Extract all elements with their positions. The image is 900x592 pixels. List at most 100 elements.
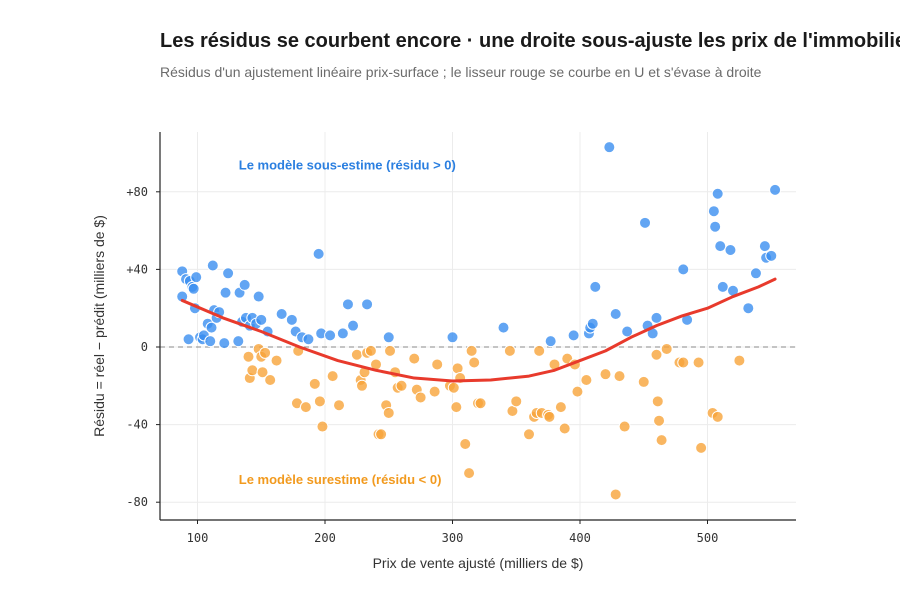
residual-point-positive	[205, 321, 218, 334]
residual-point-positive	[544, 335, 557, 348]
residual-point-positive	[187, 282, 200, 295]
x-tick-label: 500	[697, 531, 719, 545]
residual-point-negative	[580, 373, 593, 386]
residual-point-positive	[609, 308, 622, 321]
residual-point-positive	[650, 311, 663, 324]
x-tick-label: 400	[569, 531, 591, 545]
y-tick-label: 0	[141, 340, 148, 354]
residual-point-positive	[497, 321, 510, 334]
residual-point-negative	[543, 410, 556, 423]
residual-point-positive	[707, 205, 720, 218]
residual-point-positive	[219, 286, 232, 299]
residual-point-negative	[246, 364, 259, 377]
residual-point-positive	[758, 240, 771, 253]
residual-point-positive	[742, 302, 755, 315]
x-tick-label: 300	[442, 531, 464, 545]
x-tick-label: 200	[314, 531, 336, 545]
residual-point-negative	[326, 370, 339, 383]
residual-point-negative	[650, 348, 663, 361]
x-tick-label: 100	[187, 531, 209, 545]
residual-point-negative	[395, 379, 408, 392]
residual-point-negative	[364, 344, 377, 357]
residual-point-negative	[655, 434, 668, 447]
residual-point-positive	[589, 280, 602, 293]
y-tick-label: -80	[126, 495, 148, 509]
y-tick-label: -40	[126, 418, 148, 432]
residual-point-positive	[190, 271, 203, 284]
residual-point-positive	[724, 244, 737, 256]
residual-point-negative	[408, 352, 421, 365]
residual-point-negative	[523, 428, 535, 441]
residual-points	[176, 141, 782, 501]
residual-point-negative	[264, 373, 277, 386]
residual-point-negative	[316, 420, 329, 433]
residual-point-negative	[313, 395, 326, 408]
residual-point-negative	[733, 354, 746, 367]
residual-point-positive	[336, 327, 349, 340]
annotation-overestimate: Le modèle surestime (résidu < 0)	[239, 472, 442, 487]
residual-point-negative	[355, 379, 368, 392]
residual-point-negative	[599, 368, 612, 381]
chart-subtitle: Résidus d'un ajustement linéaire prix-su…	[160, 64, 762, 80]
residual-point-positive	[709, 220, 722, 233]
residual-point-negative	[375, 428, 388, 441]
residual-point-negative	[414, 391, 427, 404]
residual-point-positive	[275, 308, 288, 321]
residual-point-positive	[204, 335, 217, 348]
residual-point-negative	[333, 399, 346, 412]
residual-point-negative	[533, 344, 546, 357]
residual-point-positive	[255, 313, 268, 326]
residual-point-positive	[341, 298, 354, 311]
residual-point-positive	[567, 329, 580, 342]
residual-point-positive	[232, 335, 245, 348]
residual-point-positive	[324, 329, 337, 342]
residual-point-negative	[503, 344, 516, 357]
residual-point-positive	[586, 317, 599, 330]
residual-point-negative	[270, 354, 283, 367]
residual-point-negative	[653, 414, 666, 427]
residual-point-negative	[571, 385, 584, 398]
residual-point-negative	[618, 420, 631, 433]
chart-title: Les résidus se courbent encore · une dro…	[160, 30, 900, 52]
residual-point-positive	[347, 319, 360, 332]
residual-point-negative	[384, 344, 397, 357]
residual-point-positive	[765, 249, 778, 262]
residual-point-positive	[714, 240, 727, 253]
residual-point-negative	[609, 488, 622, 501]
residual-point-negative	[692, 356, 705, 369]
residual-point-negative	[677, 356, 690, 369]
residual-point-positive	[603, 141, 616, 154]
residual-point-negative	[660, 342, 673, 355]
residual-point-negative	[637, 375, 650, 388]
residual-point-positive	[749, 267, 762, 280]
residual-point-negative	[459, 438, 472, 450]
x-axis-title: Prix de vente ajusté (milliers de $)	[373, 555, 584, 571]
gridlines	[160, 132, 796, 520]
tick-labels: 100 200 300 400 500 +80 +40 0 -40 -80	[126, 185, 718, 545]
residual-point-positive	[222, 267, 235, 280]
residual-point-negative	[510, 395, 523, 408]
annotations: Le modèle sous-estime (résidu > 0) Le mod…	[239, 158, 456, 487]
residual-point-positive	[206, 259, 219, 272]
residual-point-positive	[711, 187, 724, 200]
residual-point-negative	[450, 401, 463, 414]
residual-point-positive	[382, 331, 395, 344]
annotation-underestimate: Le modèle sous-estime (résidu > 0)	[239, 158, 456, 173]
residual-point-positive	[677, 263, 690, 276]
y-tick-label: +40	[126, 262, 148, 276]
residual-point-positive	[182, 333, 195, 346]
residual-point-negative	[695, 441, 708, 454]
residual-point-negative	[463, 467, 476, 480]
residual-point-negative	[382, 406, 395, 419]
residual-point-positive	[716, 280, 729, 293]
y-tick-label: +80	[126, 185, 148, 199]
residual-point-positive	[361, 298, 374, 311]
residual-point-negative	[256, 366, 269, 379]
residual-point-positive	[218, 337, 231, 350]
residual-point-positive	[639, 216, 652, 229]
residual-point-positive	[446, 331, 459, 344]
residual-point-negative	[431, 358, 444, 371]
residual-point-positive	[312, 247, 325, 260]
residual-point-positive	[302, 333, 315, 346]
